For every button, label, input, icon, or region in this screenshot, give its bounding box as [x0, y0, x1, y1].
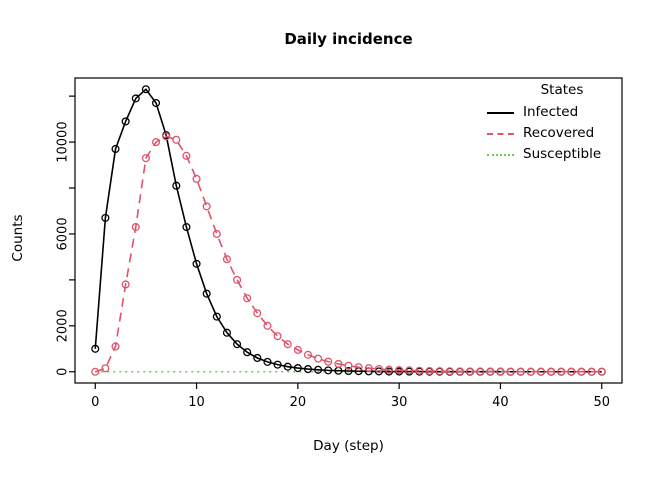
- svg-text:0: 0: [91, 395, 99, 410]
- legend-label-susceptible: Susceptible: [523, 146, 602, 162]
- x-axis-label: Day (step): [313, 438, 384, 454]
- series-recovered: [91, 132, 606, 376]
- svg-text:2000: 2000: [56, 309, 71, 342]
- legend-title: States: [540, 82, 584, 98]
- plot-box: [74, 77, 623, 384]
- legend-item-recovered: Recovered: [487, 123, 637, 144]
- svg-text:10: 10: [188, 395, 205, 410]
- susceptible-line-swatch: [487, 153, 514, 156]
- legend-label-infected: Infected: [523, 104, 579, 120]
- svg-text:20: 20: [290, 395, 307, 410]
- legend-item-susceptible: Susceptible: [487, 144, 637, 165]
- legend-item-infected: Infected: [487, 102, 637, 123]
- svg-text:50: 50: [593, 395, 610, 410]
- x-axis: 0 10 20 30 40 50: [91, 383, 610, 410]
- svg-text:6000: 6000: [56, 217, 71, 250]
- svg-text:0: 0: [56, 368, 71, 376]
- recovered-line-swatch: [487, 132, 514, 135]
- chart-title: Daily incidence: [284, 30, 413, 48]
- svg-text:30: 30: [391, 395, 408, 410]
- svg-text:10000: 10000: [56, 121, 71, 162]
- y-axis-label: Counts: [10, 214, 26, 262]
- legend: States Infected Recovered Susceptible: [487, 80, 637, 165]
- svg-text:40: 40: [492, 395, 509, 410]
- infected-line-swatch: [487, 111, 514, 114]
- y-axis: 0 2000 6000 10000: [56, 95, 75, 376]
- legend-label-recovered: Recovered: [523, 125, 595, 141]
